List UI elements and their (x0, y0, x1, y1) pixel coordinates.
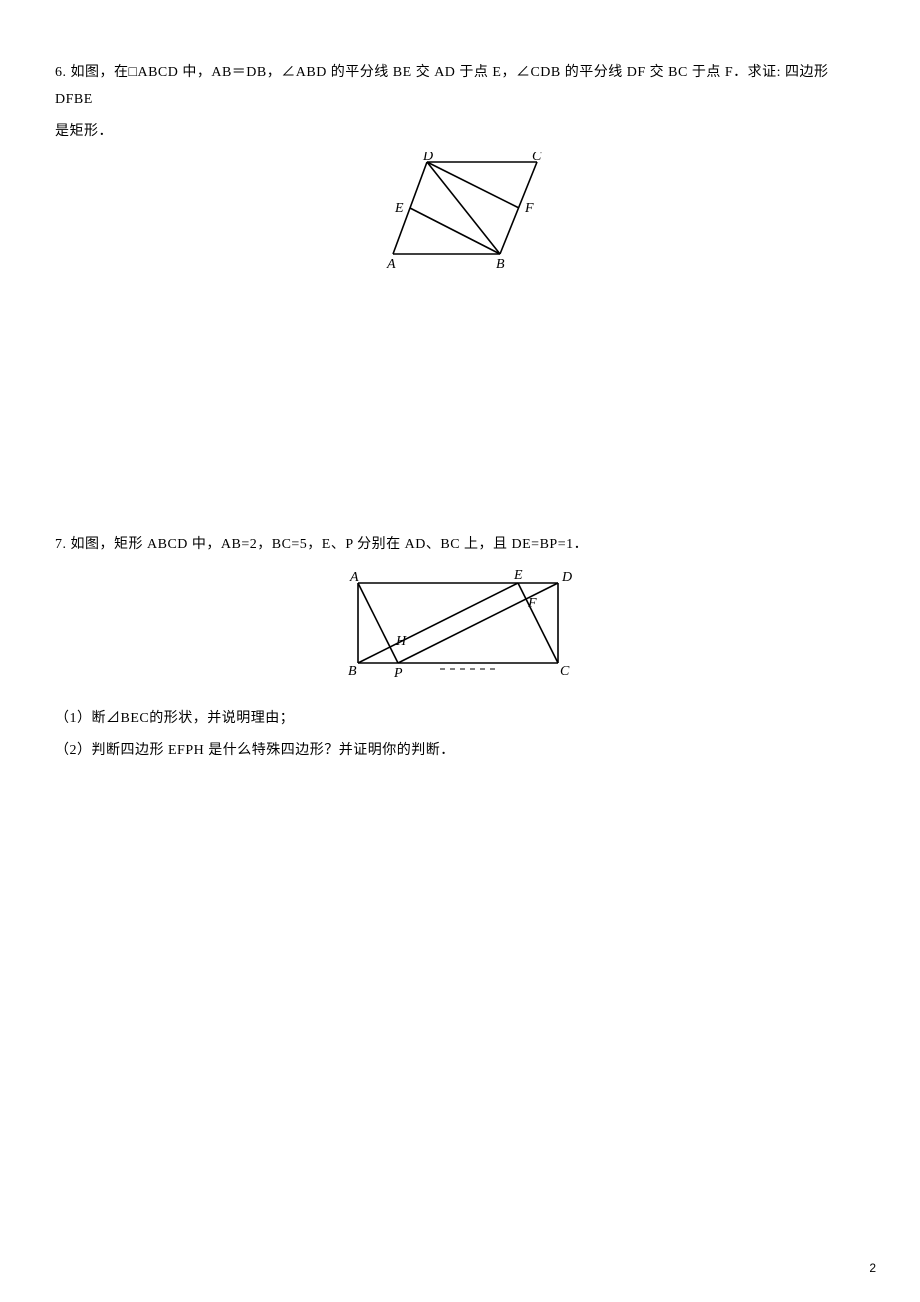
vertical-gap (55, 292, 865, 532)
document-page: 6. 如图，在□ABCD 中，AB＝DB，∠ABD 的平分线 BE 交 AD 于… (0, 0, 920, 1302)
svg-text:D: D (422, 152, 433, 164)
svg-text:A: A (349, 570, 359, 585)
svg-text:E: E (513, 568, 523, 583)
svg-text:C: C (560, 664, 570, 679)
svg-text:F: F (524, 201, 534, 216)
problem-6-figure: A B C D E F (55, 152, 865, 281)
problem-7-q1: （1）断⊿BEC的形状，并说明理由； (55, 706, 865, 733)
problem-6-line2: 是矩形． (55, 119, 865, 146)
problem-6-line1: 6. 如图，在□ABCD 中，AB＝DB，∠ABD 的平分线 BE 交 AD 于… (55, 60, 865, 113)
page-number: 2 (869, 1257, 876, 1280)
svg-text:P: P (393, 666, 403, 681)
svg-text:A: A (386, 257, 396, 270)
svg-text:E: E (394, 201, 404, 216)
svg-text:B: B (348, 664, 357, 679)
figure-7-svg: A B C D E P F H (340, 565, 580, 683)
svg-text:C: C (532, 152, 542, 164)
svg-text:D: D (561, 570, 572, 585)
svg-text:B: B (496, 257, 505, 270)
figure-6-svg: A B C D E F (365, 152, 555, 270)
problem-7-q2: （2）判断四边形 EFPH 是什么特殊四边形？并证明你的判断． (55, 738, 865, 765)
problem-7-figure: A B C D E P F H (55, 565, 865, 694)
svg-text:H: H (395, 634, 407, 649)
problem-7-line1: 7. 如图，矩形 ABCD 中，AB=2，BC=5，E、P 分别在 AD、BC … (55, 532, 865, 559)
svg-text:F: F (527, 596, 537, 611)
